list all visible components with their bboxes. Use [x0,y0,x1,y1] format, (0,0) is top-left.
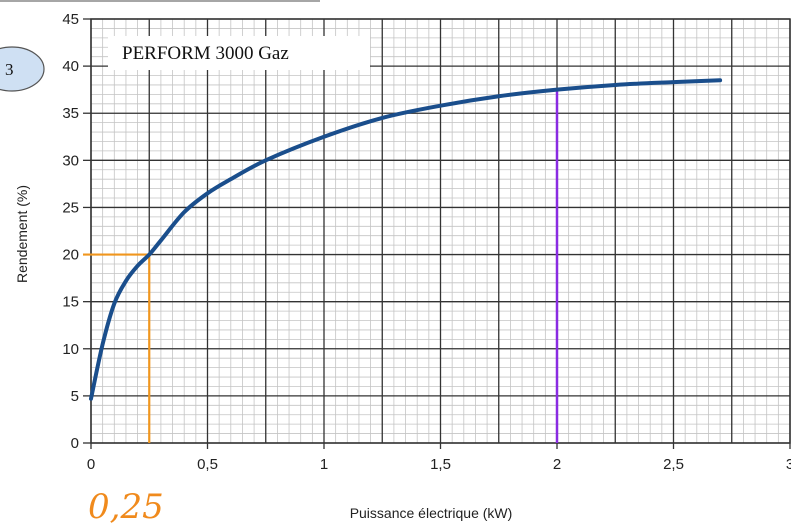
y-tick-label: 10 [62,341,79,358]
x-tick-label: 0,5 [197,456,218,473]
y-tick-label: 30 [62,152,79,169]
x-tick-label: 2 [553,456,561,473]
y-tick-label: 35 [62,105,79,122]
annotations [83,89,559,443]
x-tick-label: 3 [786,456,791,473]
x-tick-label: 0 [87,456,95,473]
y-tick-label: 20 [62,247,79,264]
y-tick-label: 15 [62,294,79,311]
y-tick-label: 5 [71,388,79,405]
efficiency-curve [89,78,723,401]
y-tick-label: 25 [62,199,79,216]
y-tick-label: 0 [71,435,79,452]
y-axis-label: Rendement (%) [14,185,30,283]
x-tick-label: 2,5 [663,456,684,473]
question-badge-label: 3 [5,60,14,79]
y-tick-labels: 0 5 10 15 20 25 30 35 40 45 [62,11,91,452]
handwritten-note: 0,25 [88,487,164,525]
y-tick-label: 40 [62,58,79,75]
y-tick-label: 45 [62,11,79,28]
x-tick-label: 1 [320,456,328,473]
chart-title: PERFORM 3000 Gaz [122,43,289,64]
x-tick-labels: 0 0,5 1 1,5 2 2,5 3 [87,443,791,473]
chart-title-box [108,36,370,70]
x-axis-label: Puissance électrique (kW) [350,505,513,521]
x-tick-label: 1,5 [430,456,451,473]
question-badge: 3 [0,46,45,92]
